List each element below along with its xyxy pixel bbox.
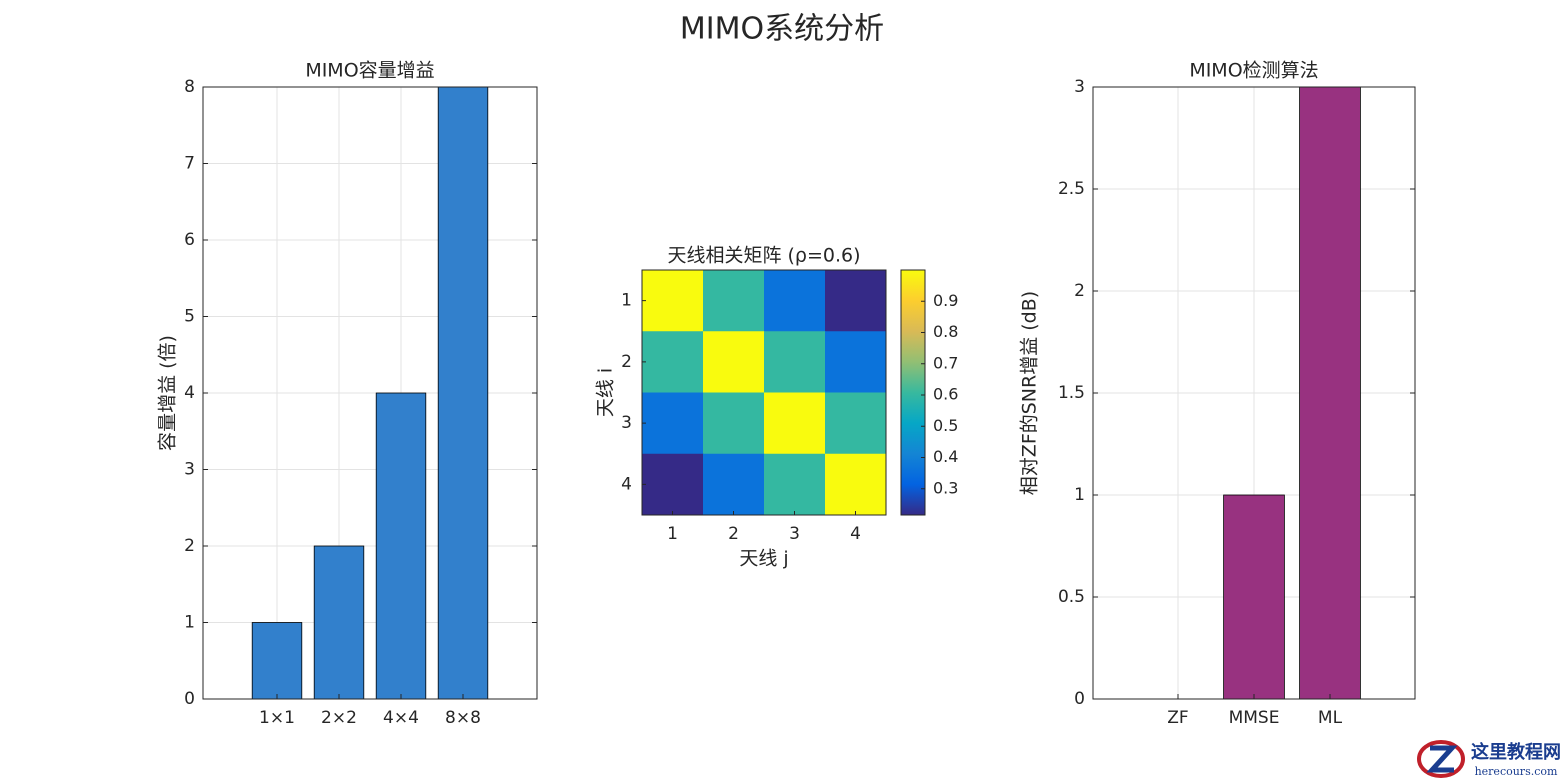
colorbar-tick-label: 0.5 [933, 416, 958, 435]
axes-title: MIMO容量增益 [305, 60, 434, 82]
x-tick-label: 1×1 [259, 708, 295, 728]
x-tick-label: 2×2 [321, 708, 357, 728]
heatmap-cell [642, 453, 704, 516]
axes-box [202, 86, 538, 700]
axes-box [1092, 86, 1416, 700]
heatmap-cell [703, 270, 765, 332]
colorbar-tick-label: 0.8 [933, 322, 958, 341]
figure-title: MIMO系统分析 [680, 12, 884, 47]
y-tick-label: 2.5 [1058, 179, 1085, 199]
heatmap-cell [764, 270, 826, 332]
y-tick-label: 1.5 [1058, 383, 1085, 403]
heatmap-cell [703, 331, 765, 393]
y-tick-label: 4 [621, 474, 632, 494]
y-tick-label: 6 [184, 230, 195, 250]
y-axis-label: 天线 i [595, 368, 617, 417]
heatmap-cell [703, 392, 765, 455]
y-tick-label: 8 [184, 77, 195, 97]
heatmap-cell [764, 392, 826, 455]
y-axis-label: 相对ZF的SNR增益 (dB) [1019, 291, 1041, 495]
bar [375, 392, 427, 700]
x-tick-label: 2 [728, 524, 739, 544]
x-tick-label: ZF [1167, 708, 1188, 728]
bar [251, 622, 303, 700]
axes-title: 天线相关矩阵 (ρ=0.6) [667, 245, 860, 267]
watermark-name: 这里教程网 [1471, 741, 1561, 763]
y-tick-label: 0.5 [1058, 587, 1085, 607]
y-axis-label: 容量增益 (倍) [157, 335, 179, 451]
bar [313, 545, 365, 700]
y-tick-label: 7 [184, 154, 195, 174]
axes-title: MIMO检测算法 [1189, 60, 1318, 82]
y-tick-label: 2 [1074, 281, 1085, 301]
bar [1299, 86, 1361, 700]
watermark-logo [1417, 740, 1465, 778]
x-tick-label: 8×8 [445, 708, 481, 728]
x-tick-label: 4 [850, 524, 861, 544]
heatmap-cell [825, 270, 887, 332]
heatmap-cell [825, 392, 887, 455]
heatmap-cell [642, 270, 704, 332]
y-tick-label: 4 [184, 383, 195, 403]
y-tick-label: 5 [184, 307, 195, 327]
colorbar-tick-label: 0.7 [933, 353, 958, 372]
heatmap-cell [764, 331, 826, 393]
x-tick-label: ML [1318, 708, 1343, 728]
heatmap-cell [703, 453, 765, 516]
axes-box [641, 269, 887, 516]
x-tick-label: MMSE [1229, 708, 1280, 728]
heatmap-cell [642, 392, 704, 455]
colorbar-tick-label: 0.6 [933, 385, 958, 404]
colorbar-tick-label: 0.4 [933, 447, 958, 466]
bar [437, 86, 489, 700]
y-tick-label: 2 [621, 352, 632, 372]
y-tick-label: 0 [1074, 689, 1085, 709]
colorbar-tick-label: 0.3 [933, 478, 958, 497]
y-tick-label: 1 [621, 291, 632, 311]
y-tick-label: 3 [184, 460, 195, 480]
x-tick-label: 4×4 [383, 708, 419, 728]
y-tick-label: 3 [1074, 77, 1085, 97]
y-tick-label: 0 [184, 689, 195, 709]
watermark-url: herecours.com [1475, 765, 1558, 778]
y-tick-label: 1 [184, 613, 195, 633]
x-tick-label: 3 [789, 524, 800, 544]
heatmap-cell [825, 331, 887, 393]
x-tick-label: 1 [667, 524, 678, 544]
heatmap-cell [642, 331, 704, 393]
colorbar-tick-label: 0.9 [933, 291, 958, 310]
y-tick-label: 1 [1074, 485, 1085, 505]
y-tick-label: 2 [184, 536, 195, 556]
heatmap-cell [825, 453, 887, 516]
colorbar [900, 269, 926, 516]
y-tick-label: 3 [621, 413, 632, 433]
heatmap-cell [764, 453, 826, 516]
x-axis-label: 天线 j [739, 548, 788, 570]
bar [1223, 494, 1285, 700]
